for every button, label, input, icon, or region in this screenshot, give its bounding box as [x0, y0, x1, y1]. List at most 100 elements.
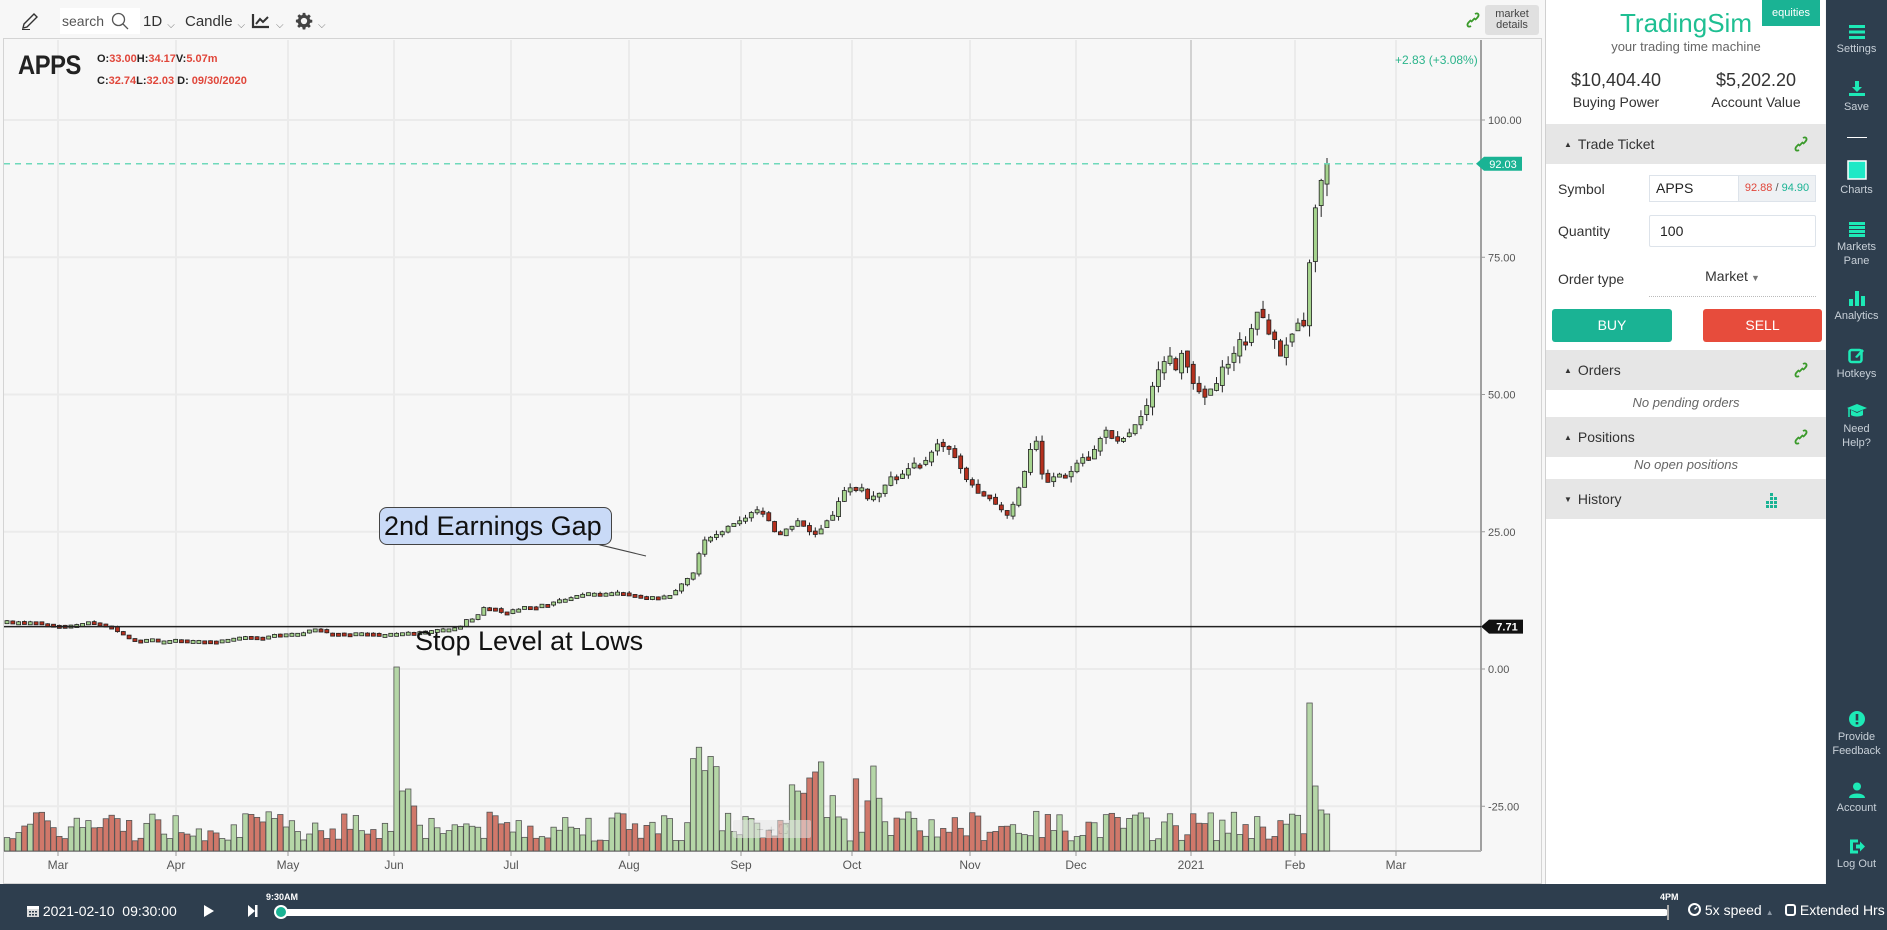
candle: [1161, 361, 1167, 374]
candle: [22, 621, 27, 625]
history-header[interactable]: ▼ History: [1546, 479, 1826, 519]
nav-settings[interactable]: Settings: [1826, 25, 1887, 56]
volume-bar: [1062, 830, 1069, 852]
stop-level-annotation[interactable]: Stop Level at Lows: [415, 626, 644, 656]
orders-header[interactable]: ▲ Orders: [1546, 350, 1826, 390]
volume-bar: [306, 833, 313, 852]
earnings-gap-callout[interactable]: 2nd Earnings Gap: [379, 507, 612, 545]
nav-hotkeys[interactable]: Hotkeys: [1826, 347, 1887, 381]
extended-hours-toggle[interactable]: Extended Hrs: [1785, 902, 1885, 918]
volume-bar: [393, 666, 400, 852]
time-slider-handle[interactable]: [274, 905, 288, 919]
interval-value: 1D: [143, 12, 163, 30]
volume-bar: [597, 839, 604, 852]
volume-bar: [213, 832, 220, 852]
equities-badge[interactable]: equities: [1762, 0, 1820, 26]
quantity-label: Quantity: [1558, 223, 1611, 239]
candle: [783, 528, 789, 537]
volume-bar: [1161, 821, 1168, 852]
nav-log-out[interactable]: Log Out: [1826, 839, 1887, 871]
chart-area[interactable]: [3, 38, 1542, 884]
trade-ticket-header[interactable]: ▲ Trade Ticket: [1546, 124, 1826, 164]
candle: [400, 632, 405, 637]
volume-bar: [440, 833, 447, 852]
link-icon[interactable]: [1794, 136, 1808, 152]
indicators-dropdown[interactable]: ⌵: [251, 8, 284, 34]
order-type-dropdown[interactable]: Market ▼: [1649, 268, 1816, 297]
candle: [365, 632, 370, 637]
history-chart-icon[interactable]: [1764, 492, 1780, 508]
interval-dropdown[interactable]: 1D ⌵: [143, 8, 175, 34]
volume-bar: [1277, 820, 1284, 852]
nav-charts[interactable]: Charts: [1826, 160, 1887, 197]
candle: [1173, 358, 1179, 371]
candle: [16, 621, 22, 626]
volume-bar: [1068, 840, 1075, 852]
volume-bar: [50, 827, 57, 852]
volume-bar: [370, 829, 377, 852]
x-tick-label: Oct: [843, 858, 862, 872]
volume-bar: [3, 837, 11, 852]
positions-header[interactable]: ▲ Positions: [1546, 417, 1826, 457]
buying-power-amount: $10,404.40: [1570, 70, 1662, 90]
volume-bar: [614, 812, 621, 852]
candle: [655, 596, 661, 601]
candle: [737, 520, 743, 525]
open-label: O:: [97, 53, 110, 65]
checkbox-icon[interactable]: [1785, 904, 1796, 916]
candle: [1016, 487, 1022, 506]
nav-save[interactable]: Save: [1826, 81, 1887, 114]
volume-bar: [899, 818, 906, 852]
volume-bar: [1108, 812, 1115, 852]
volume-bar: [1254, 816, 1261, 852]
session-start-label: 9:30AM: [266, 892, 299, 902]
buy-button[interactable]: BUY: [1552, 309, 1672, 342]
volume-bar: [1318, 809, 1325, 852]
nav-need-help[interactable]: Need Help?: [1826, 403, 1887, 450]
volume-bar: [905, 811, 912, 852]
sell-button[interactable]: SELL: [1703, 309, 1822, 342]
link-icon[interactable]: [1466, 12, 1480, 28]
candle: [679, 583, 684, 592]
candle: [952, 448, 958, 459]
candle: [149, 638, 155, 643]
link-icon[interactable]: [1794, 362, 1808, 378]
graduation-cap-icon: [1846, 404, 1867, 417]
candle: [213, 640, 219, 645]
symbol-search-input[interactable]: search: [60, 8, 140, 34]
orders-empty-message: No pending orders: [1632, 395, 1740, 410]
speed-dropdown[interactable]: 5x speed ▲: [1688, 902, 1774, 918]
symbol-input[interactable]: APPS: [1649, 175, 1739, 202]
step-forward-icon[interactable]: [248, 904, 258, 918]
volume-bar: [1137, 812, 1145, 852]
market-details-button[interactable]: market details: [1485, 5, 1539, 35]
nav-markets-pane[interactable]: Markets Pane: [1826, 222, 1887, 268]
nav-analytics[interactable]: Analytics: [1826, 291, 1887, 323]
candle: [1324, 163, 1330, 185]
chart-type-dropdown[interactable]: Candle ⌵: [185, 8, 245, 34]
candle: [545, 604, 551, 608]
volume-bar: [96, 827, 104, 852]
volume-bar: [1312, 785, 1319, 852]
nav-provide-feedback[interactable]: Provide Feedback: [1826, 711, 1887, 758]
playback-date-picker[interactable]: 2021-02-10 09:30:00: [27, 903, 177, 919]
draw-tool-button[interactable]: [20, 8, 40, 34]
quantity-input[interactable]: 100: [1649, 215, 1816, 247]
play-icon[interactable]: [203, 904, 215, 918]
volume-bar: [126, 820, 133, 852]
volume-bar: [62, 838, 69, 852]
side-nav: Settings Save Charts Markets Pane Analyti…: [1826, 0, 1887, 884]
candle: [981, 491, 987, 497]
link-icon[interactable]: [1794, 429, 1808, 445]
time-slider-track[interactable]: [280, 909, 1668, 916]
chart-settings-dropdown[interactable]: ⌵: [295, 8, 326, 34]
speed-value: 5x speed: [1704, 902, 1762, 918]
candle: [1010, 503, 1016, 517]
positions-title: Positions: [1577, 429, 1635, 445]
chart-zoom-controls[interactable]: − + ⛶: [733, 820, 811, 838]
price-chart[interactable]: 100.00 75.00 50.00 25.00 0.00 -25.00 Mar Apr May…: [0, 0, 1545, 884]
candle: [190, 640, 196, 644]
volume-bar: [1225, 832, 1232, 852]
nav-account[interactable]: Account: [1826, 782, 1887, 815]
